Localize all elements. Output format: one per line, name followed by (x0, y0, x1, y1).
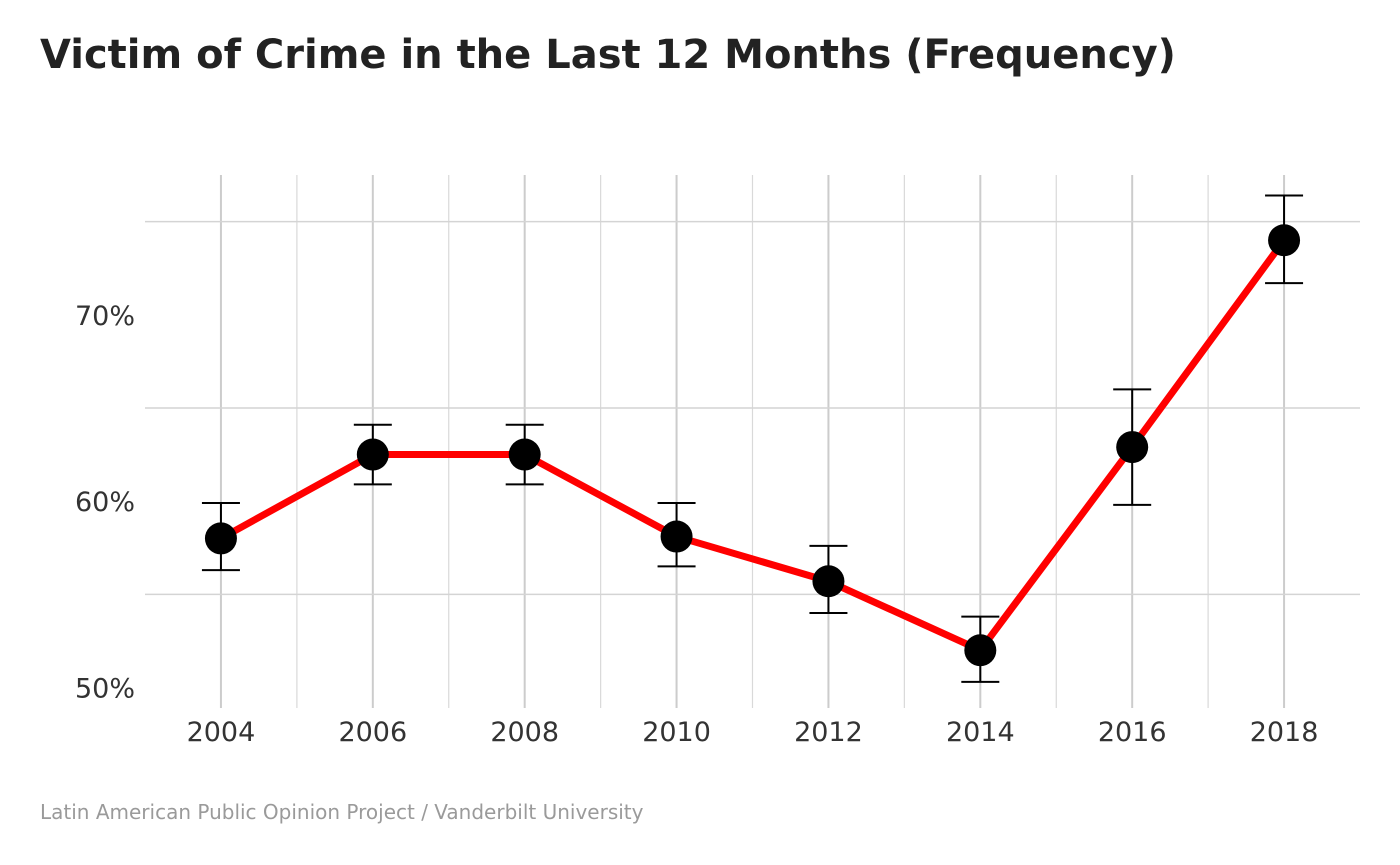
data-point (1116, 431, 1149, 464)
y-axis-tick-labels: 50% 60% 70% (75, 301, 135, 705)
x-tick-label: 2004 (187, 717, 256, 748)
x-tick-label: 2010 (642, 717, 711, 748)
y-tick-label: 70% (75, 301, 135, 332)
series-line (217, 236, 1288, 654)
data-point (812, 565, 845, 598)
data-point (356, 438, 389, 471)
series-line-layer (217, 236, 1288, 654)
y-tick-label: 60% (75, 487, 135, 518)
chart-caption: Latin American Public Opinion Project / … (40, 800, 644, 824)
grid-layer (145, 175, 1360, 708)
data-point (964, 634, 997, 667)
data-point (1268, 224, 1301, 257)
data-points (204, 224, 1301, 667)
x-tick-label: 2016 (1098, 717, 1167, 748)
x-axis-tick-labels: 2004 2006 2008 2010 2012 2014 2016 2018 (187, 717, 1319, 748)
x-tick-label: 2018 (1250, 717, 1319, 748)
data-point (204, 522, 237, 555)
x-tick-label: 2008 (490, 717, 559, 748)
data-point (508, 438, 541, 471)
data-point (660, 520, 693, 553)
x-tick-label: 2014 (946, 717, 1015, 748)
x-tick-label: 2006 (338, 717, 407, 748)
y-tick-label: 50% (75, 674, 135, 705)
chart-title: Victim of Crime in the Last 12 Months (F… (40, 32, 1176, 78)
x-tick-label: 2012 (794, 717, 863, 748)
